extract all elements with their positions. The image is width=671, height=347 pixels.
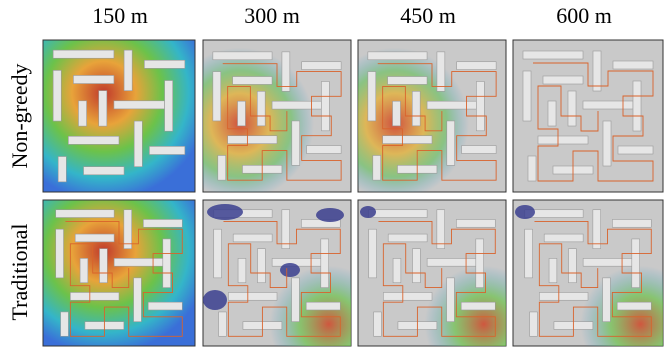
page: {"columns": ["150 m", "300 m", "450 m", … bbox=[0, 0, 671, 347]
row-label: Non-greedy bbox=[7, 63, 32, 168]
column-label: 600 m bbox=[556, 3, 612, 28]
column-label: 300 m bbox=[244, 3, 300, 28]
column-label: 150 m bbox=[92, 3, 148, 28]
figure: 150 m 300 m 450 m 600 m Non-greedy Tradi… bbox=[0, 0, 671, 347]
column-label: 450 m bbox=[400, 3, 456, 28]
row-label: Traditional bbox=[7, 224, 32, 321]
